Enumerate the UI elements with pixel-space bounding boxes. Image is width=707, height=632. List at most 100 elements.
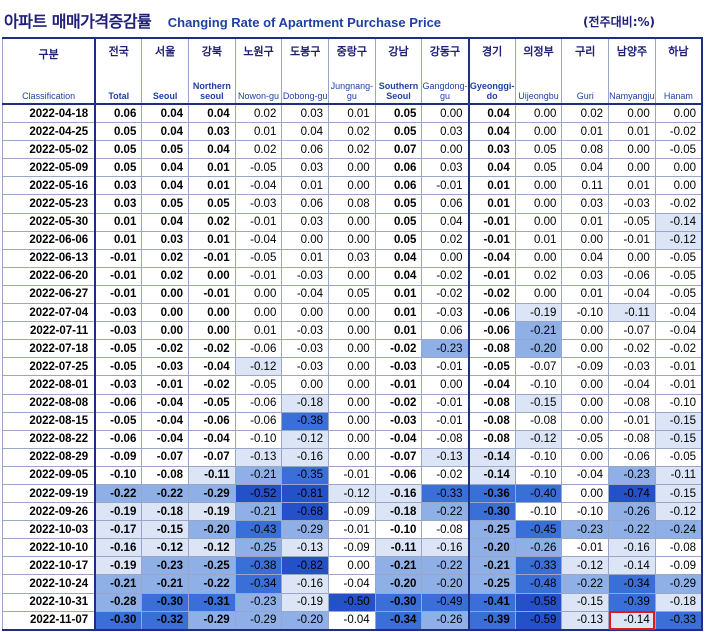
value-cell: -0.01 xyxy=(188,284,236,305)
row-date: 2022-07-25 xyxy=(2,357,97,377)
value-cell: 0.00 xyxy=(328,303,376,323)
table-row: 2022-06-27 -0.01 0.00 -0.01 0.00 -0.04 0.05 0.0… xyxy=(2,284,703,305)
value-cell: 0.00 xyxy=(514,194,563,214)
value-cell: 0.06 xyxy=(281,194,330,214)
column-header-english: Northern seoul xyxy=(192,81,231,101)
value-cell: -0.09 xyxy=(654,556,703,576)
value-cell: 0.00 xyxy=(561,483,610,504)
value-cell: -0.08 xyxy=(421,429,470,449)
value-cell: 0.06 xyxy=(94,103,143,124)
value-cell: -0.04 xyxy=(468,248,516,268)
column-header-korean: 강북 xyxy=(201,45,222,58)
value-cell: 0.01 xyxy=(514,230,563,250)
value-cell: -0.02 xyxy=(421,284,470,305)
value-cell: 0.00 xyxy=(328,339,376,359)
column-header-2: 서울 Seoul xyxy=(141,37,190,105)
value-cell: -0.21 xyxy=(141,574,190,594)
value-cell: 0.00 xyxy=(141,303,190,323)
row-date: 2022-08-08 xyxy=(2,393,97,413)
value-cell: -0.01 xyxy=(468,266,516,286)
value-cell: -0.15 xyxy=(141,520,190,540)
value-cell: -0.12 xyxy=(561,556,610,576)
value-cell: 0.00 xyxy=(561,447,610,467)
value-cell: -0.59 xyxy=(514,610,563,631)
unit-label: (전주대비:%) xyxy=(583,15,655,29)
value-cell: -0.30 xyxy=(141,592,190,612)
value-cell: 0.00 xyxy=(328,212,376,232)
value-cell: -0.18 xyxy=(654,592,703,612)
value-cell: 0.00 xyxy=(188,266,236,286)
value-cell: -0.25 xyxy=(468,520,516,540)
value-cell: -0.21 xyxy=(234,502,283,522)
value-cell: -0.08 xyxy=(468,411,516,431)
value-cell: -0.14 xyxy=(468,447,516,467)
value-cell: -0.02 xyxy=(654,339,703,359)
value-cell: -0.06 xyxy=(608,447,656,467)
value-cell: -0.04 xyxy=(654,321,703,341)
value-cell: 0.02 xyxy=(141,266,190,286)
value-cell: 0.00 xyxy=(561,393,610,413)
column-header-9: 경기 Gyeonggi-do xyxy=(468,37,516,105)
value-cell: -0.08 xyxy=(608,393,656,413)
column-header-11: 구리 Guri xyxy=(561,37,610,105)
table-row: 2022-08-22 -0.06 -0.04 -0.04 -0.10 -0.12 0.00-… xyxy=(2,429,703,449)
value-cell: 0.04 xyxy=(468,122,516,142)
value-cell: -0.33 xyxy=(421,483,470,504)
value-cell: 0.03 xyxy=(281,103,330,124)
value-cell: 0.04 xyxy=(188,103,236,124)
value-cell: -0.05 xyxy=(234,248,283,268)
value-cell: 0.00 xyxy=(328,176,376,196)
value-cell: -0.22 xyxy=(188,574,236,594)
value-cell: 0.01 xyxy=(374,284,423,305)
value-cell: -0.02 xyxy=(654,122,703,142)
value-cell: 0.05 xyxy=(374,230,423,250)
value-cell: -0.01 xyxy=(421,357,470,377)
value-cell: -0.05 xyxy=(468,357,516,377)
value-cell: 0.03 xyxy=(561,266,610,286)
value-cell: -0.01 xyxy=(374,375,423,395)
value-cell: -0.06 xyxy=(234,339,283,359)
table-row: 2022-10-24 -0.21 -0.21 -0.22 -0.34 -0.16 -0.04… xyxy=(2,574,703,594)
column-header-english: Nowon-gu xyxy=(238,91,280,101)
value-cell: -0.01 xyxy=(561,538,610,558)
value-cell: 0.01 xyxy=(234,122,283,142)
value-cell: -0.21 xyxy=(94,574,143,594)
table-row: 2022-09-19 -0.22 -0.22 -0.29 -0.52 -0.81 -0.12… xyxy=(2,483,703,504)
value-cell: 0.00 xyxy=(188,321,236,341)
value-cell: -0.12 xyxy=(234,357,283,377)
value-cell: -0.04 xyxy=(328,610,376,631)
value-cell: -0.07 xyxy=(514,357,563,377)
value-cell: -0.01 xyxy=(468,212,516,232)
row-date: 2022-08-15 xyxy=(2,411,97,431)
value-cell: 0.00 xyxy=(514,176,563,196)
value-cell: 0.02 xyxy=(421,230,470,250)
value-cell: 0.00 xyxy=(328,393,376,413)
value-cell: -0.32 xyxy=(141,610,190,631)
row-date: 2022-07-04 xyxy=(2,303,97,323)
value-cell: -0.14 xyxy=(608,556,656,576)
column-header-korean: 강남 xyxy=(388,45,409,58)
table-row: 2022-07-04 -0.03 0.00 0.00 0.00 0.00 0.00 0.01-… xyxy=(2,303,703,323)
value-cell: -0.13 xyxy=(281,538,330,558)
value-cell: -0.04 xyxy=(234,176,283,196)
row-date: 2022-06-13 xyxy=(2,248,97,268)
value-cell: 0.00 xyxy=(328,266,376,286)
value-cell: 0.03 xyxy=(141,230,190,250)
value-cell: -0.01 xyxy=(328,465,376,485)
table-row: 2022-05-30 0.01 0.04 0.02 -0.01 0.03 0.00 0.05 0… xyxy=(2,212,703,232)
value-cell: -0.09 xyxy=(94,447,143,467)
value-cell: -0.30 xyxy=(94,610,143,631)
value-cell: -0.15 xyxy=(514,393,563,413)
value-cell: 0.05 xyxy=(188,194,236,214)
value-cell: -0.10 xyxy=(561,303,610,323)
value-cell: -0.03 xyxy=(141,357,190,377)
value-cell: -0.12 xyxy=(328,483,376,504)
column-header-8: 강동구 Gangdong-gu xyxy=(421,37,470,105)
value-cell: -0.19 xyxy=(514,303,563,323)
row-date: 2022-05-09 xyxy=(2,158,97,178)
value-cell: -0.43 xyxy=(234,520,283,540)
value-cell: -0.01 xyxy=(421,176,470,196)
value-cell: 0.04 xyxy=(141,122,190,142)
column-header-korean: 노원구 xyxy=(243,45,274,58)
value-cell: 0.00 xyxy=(561,411,610,431)
